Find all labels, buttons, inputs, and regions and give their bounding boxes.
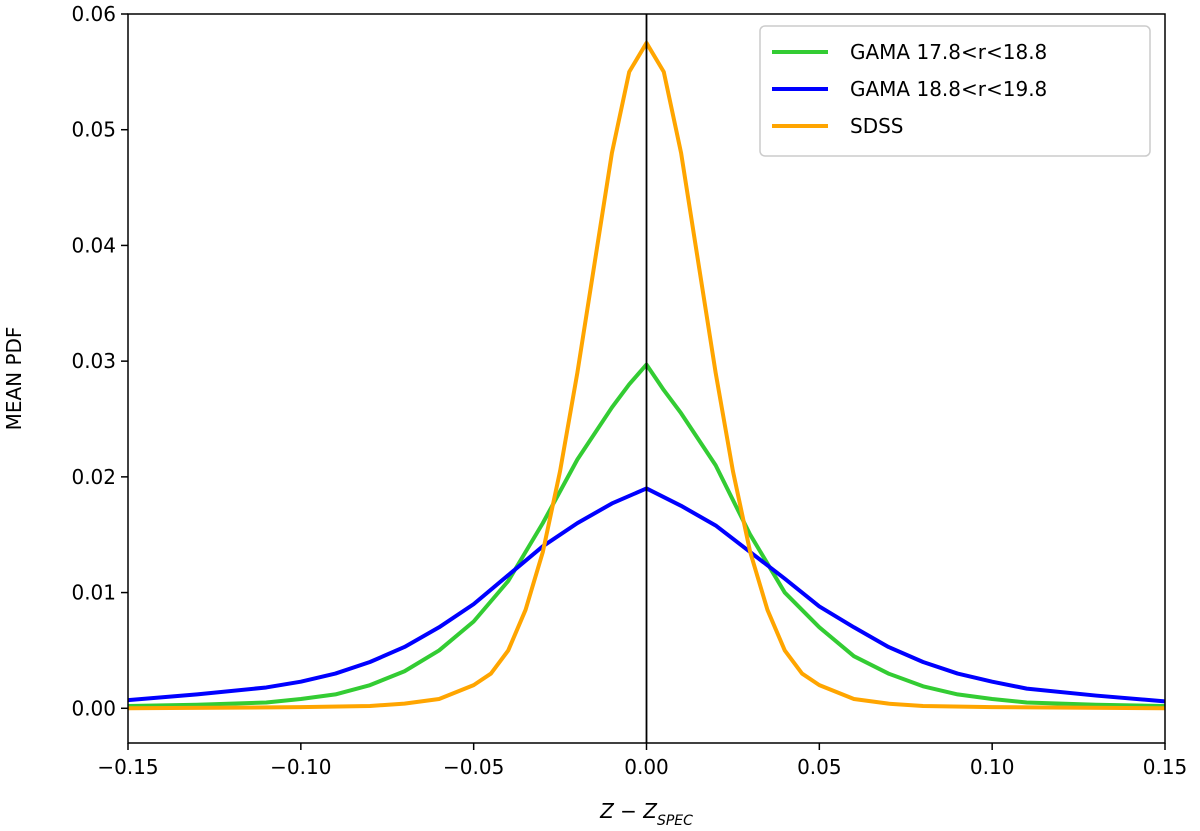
x-tick-label: 0.05 <box>797 755 842 779</box>
x-axis-label: Z − ZSPEC <box>599 799 693 829</box>
y-tick-label: 0.05 <box>71 118 116 142</box>
plot-area <box>128 14 1165 743</box>
legend: GAMA 17.8<r<18.8 GAMA 18.8<r<19.8 SDSS <box>759 25 1151 157</box>
x-tick-label: 0.00 <box>624 755 669 779</box>
x-tick-label: −0.10 <box>270 755 331 779</box>
x-axis-label-main: Z − Z <box>599 799 658 823</box>
x-tick-label: −0.15 <box>97 755 158 779</box>
y-axis-label: MEAN PDF <box>2 327 26 431</box>
y-tick-label: 0.00 <box>71 696 116 720</box>
y-tick-label: 0.04 <box>71 233 116 257</box>
y-tick-label: 0.06 <box>71 2 116 26</box>
axes: −0.15 −0.10 −0.05 0.00 0.05 0.10 0.15 0.00 0.01 0… <box>71 2 1187 779</box>
x-tick-label: −0.05 <box>443 755 504 779</box>
x-axis-label-subscript: SPEC <box>657 813 693 829</box>
legend-label-0: GAMA 17.8<r<18.8 <box>850 40 1047 64</box>
y-tick-label: 0.03 <box>71 349 116 373</box>
y-tick-label: 0.02 <box>71 465 116 489</box>
x-tick-label: 0.10 <box>970 755 1015 779</box>
y-tick-label: 0.01 <box>71 581 116 605</box>
legend-label-1: GAMA 18.8<r<19.8 <box>850 77 1047 101</box>
x-tick-label: 0.15 <box>1143 755 1188 779</box>
legend-box <box>759 25 1151 157</box>
legend-label-2: SDSS <box>850 114 904 138</box>
